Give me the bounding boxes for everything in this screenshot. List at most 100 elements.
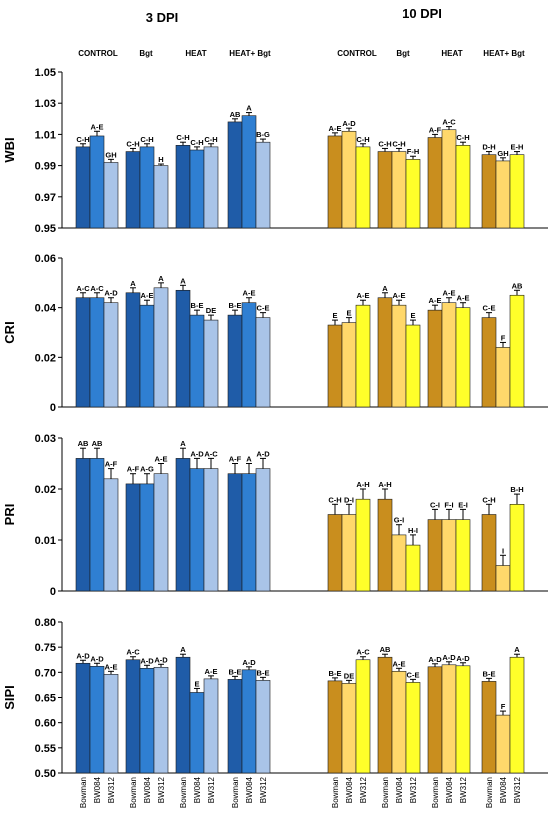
y-tick-label: 0.01 xyxy=(35,535,56,547)
left-panel-title: 3 DPI xyxy=(146,10,179,25)
bar-right-bowman xyxy=(377,151,393,229)
significance-label: A-E xyxy=(429,296,442,305)
bar-right-bowman xyxy=(327,324,343,408)
significance-label: AB xyxy=(92,439,103,448)
genotype-label: Bowman xyxy=(431,777,440,808)
significance-label: A-D xyxy=(456,654,470,663)
bar-right-bowman xyxy=(327,135,343,229)
bar-left-bw312 xyxy=(255,680,271,774)
bar-right-bw312 xyxy=(405,544,421,592)
significance-label: A-D xyxy=(442,653,456,662)
genotype-label: BW312 xyxy=(513,776,522,803)
significance-label: A-D xyxy=(140,656,154,665)
genotype-label: BW312 xyxy=(157,776,166,803)
bar-right-bw312 xyxy=(355,659,371,774)
significance-label: AB xyxy=(78,439,89,448)
significance-label: AB xyxy=(512,281,523,290)
genotype-label: BW084 xyxy=(245,776,254,803)
significance-label: B-E xyxy=(229,301,242,310)
significance-label: A-E xyxy=(443,289,456,298)
significance-label: B-H xyxy=(510,485,523,494)
bar-left-bw084 xyxy=(89,665,105,774)
bar-left-bw312 xyxy=(153,666,169,774)
bar-right-bw084 xyxy=(341,514,357,592)
genotype-label: BW084 xyxy=(395,776,404,803)
genotype-label: Bowman xyxy=(231,777,240,808)
y-tick-label: 0.80 xyxy=(35,617,56,629)
y-tick-label: 0.50 xyxy=(35,768,56,780)
y-tick-label: 0 xyxy=(50,402,56,414)
y-tick-label: 0.75 xyxy=(35,642,56,654)
y-tick-label: 0.04 xyxy=(35,303,57,315)
y-axis-title: SIPI xyxy=(2,685,17,710)
genotype-label: Bowman xyxy=(381,777,390,808)
bar-right-bw084 xyxy=(391,151,407,229)
bar-left-bw312 xyxy=(255,141,271,229)
genotype-label: Bowman xyxy=(485,777,494,808)
bar-left-bw084 xyxy=(139,146,155,229)
significance-label: A-E xyxy=(243,289,256,298)
significance-label: AB xyxy=(380,645,391,654)
significance-label: G-I xyxy=(394,516,404,525)
bar-left-bowman xyxy=(75,297,91,408)
bar-left-bowman xyxy=(227,679,243,774)
significance-label: C-H xyxy=(176,133,189,142)
bar-left-bowman xyxy=(125,483,141,592)
bar-right-bowman xyxy=(481,681,497,774)
significance-label: B-E xyxy=(257,668,270,677)
bar-left-bw084 xyxy=(241,669,257,774)
y-tick-label: 0.97 xyxy=(35,192,56,204)
significance-label: A-D xyxy=(104,289,118,298)
significance-label: A-C xyxy=(90,284,104,293)
significance-label: E-I xyxy=(458,500,468,509)
bar-right-bw312 xyxy=(455,307,471,408)
bar-left-bowman xyxy=(75,458,91,592)
y-tick-label: 1.01 xyxy=(35,129,56,141)
bar-left-bowman xyxy=(175,458,191,592)
treatment-label: Bgt xyxy=(139,49,153,58)
significance-label: A-D xyxy=(154,655,168,664)
bar-right-bw312 xyxy=(405,682,421,774)
bar-right-bw084 xyxy=(441,129,457,229)
significance-label: C-H xyxy=(328,495,341,504)
bar-left-bw084 xyxy=(139,483,155,592)
significance-label: D-I xyxy=(344,495,354,504)
bar-right-bw084 xyxy=(495,347,511,408)
significance-label: C-H xyxy=(456,133,469,142)
bar-right-bowman xyxy=(481,514,497,592)
y-tick-label: 1.03 xyxy=(35,98,56,110)
significance-label: A xyxy=(158,274,164,283)
right-panel-title: 10 DPI xyxy=(402,6,442,21)
significance-label: A-E xyxy=(329,124,342,133)
significance-label: E xyxy=(346,309,351,318)
significance-label: C-H xyxy=(76,135,89,144)
significance-label: A xyxy=(130,279,136,288)
bar-right-bw312 xyxy=(405,159,421,229)
significance-label: A-F xyxy=(105,460,118,469)
significance-label: F-H xyxy=(407,147,420,156)
bar-left-bw312 xyxy=(153,287,169,408)
bar-left-bowman xyxy=(227,121,243,229)
genotype-label: BW312 xyxy=(107,776,116,803)
genotype-label: BW312 xyxy=(259,776,268,803)
bar-left-bw084 xyxy=(139,304,155,408)
significance-label: A xyxy=(180,276,186,285)
bar-right-bw084 xyxy=(441,302,457,408)
significance-label: A-C xyxy=(204,449,218,458)
significance-label: C-I xyxy=(430,500,440,509)
bar-left-bw312 xyxy=(255,317,271,408)
significance-label: A xyxy=(180,439,186,448)
bar-left-bw312 xyxy=(203,468,219,592)
bar-right-bowman xyxy=(427,309,443,408)
bar-right-bowman xyxy=(327,514,343,592)
bar-right-bowman xyxy=(427,666,443,774)
significance-label: C-H xyxy=(392,139,405,148)
significance-label: A-D xyxy=(242,658,256,667)
significance-label: A xyxy=(246,455,252,464)
genotype-axis-labels: Bowman BW084 BW312 Bowman BW084 BW312 Bowman BW… xyxy=(79,776,522,808)
significance-label: A-H xyxy=(356,480,369,489)
significance-label: C-H xyxy=(356,135,369,144)
treatment-labels: CONTROL Bgt HEAT HEAT+ Bgt CONTROL Bgt HEAT HEA… xyxy=(78,49,525,58)
y-tick-label: 0.60 xyxy=(35,718,56,730)
